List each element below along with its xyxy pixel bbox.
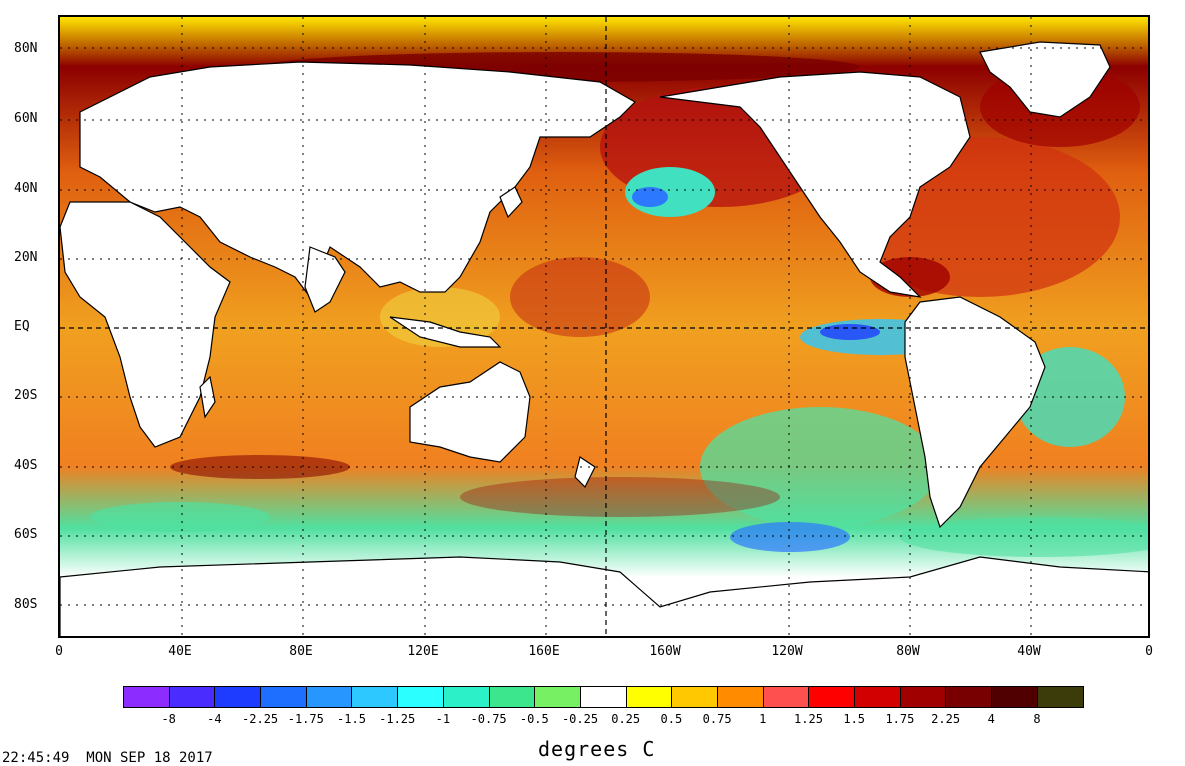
- colorbar-swatch: [809, 687, 855, 707]
- lon-label-80w: 80W: [896, 644, 920, 659]
- colorbar-tick-label: 4: [987, 712, 995, 726]
- colorbar-tick-label: -8: [161, 712, 176, 726]
- colorbar: [123, 686, 1085, 708]
- colorbar-tick-label: 0.5: [660, 712, 683, 726]
- colorbar-tick-label: -1.25: [379, 712, 416, 726]
- lat-label-40n: 40N: [14, 181, 38, 196]
- colorbar-swatch: [672, 687, 718, 707]
- colorbar-swatch: [398, 687, 444, 707]
- madagascar-land: [199, 375, 216, 419]
- colorbar-swatch: [1037, 687, 1084, 707]
- timestamp: 22:45:49 MON SEP 18 2017: [2, 750, 213, 766]
- lat-label-80n: 80N: [14, 41, 38, 56]
- lat-label-20n: 20N: [14, 250, 38, 265]
- colorbar-swatch: [855, 687, 901, 707]
- colorbar-tick-label: -1.75: [287, 712, 324, 726]
- lon-label-0-left: 0: [55, 644, 63, 659]
- eurasia-land: [79, 61, 636, 299]
- colorbar-swatch: [580, 687, 627, 707]
- colorbar-tick-label: -0.25: [561, 712, 599, 726]
- colorbar-tick-label: 8: [1033, 712, 1041, 726]
- lat-label-60s: 60S: [14, 527, 38, 542]
- colorbar-swatch: [352, 687, 399, 707]
- lon-label-120e: 120E: [407, 644, 439, 659]
- units-label: degrees C: [538, 737, 656, 761]
- colorbar-tick-label: 1: [759, 712, 767, 726]
- colorbar-tick-label: 2.25: [931, 712, 961, 726]
- reference-lines: [60, 17, 1148, 636]
- colorbar-swatch: [443, 687, 490, 707]
- lon-label-160w: 160W: [649, 644, 681, 659]
- colorbar-swatch: [992, 687, 1038, 707]
- india-land: [304, 246, 346, 313]
- colorbar-tick-label: -0.5: [519, 712, 549, 726]
- australia-land: [409, 361, 531, 463]
- colorbar-tick-label: 1.25: [794, 712, 823, 726]
- greenland-land: [979, 41, 1111, 118]
- colorbar-swatch: [489, 687, 536, 707]
- anomaly-patches: [90, 52, 1148, 557]
- map-canvas: [60, 17, 1148, 636]
- colorbar-swatch: [535, 687, 581, 707]
- colorbar-swatch: [215, 687, 262, 707]
- lat-label-60n: 60N: [14, 111, 38, 126]
- lon-label-40w: 40W: [1017, 644, 1041, 659]
- colorbar-swatch: [169, 687, 216, 707]
- new-zealand-land: [574, 456, 596, 489]
- colorbar-tick-label: -2.25: [242, 712, 279, 726]
- indonesia-land: [389, 316, 502, 348]
- lon-label-80e: 80E: [289, 644, 313, 659]
- colorbar-swatch: [717, 687, 764, 707]
- lon-label-0-right: 0: [1145, 644, 1153, 659]
- sst-anomaly-map: [58, 15, 1150, 638]
- colorbar-tick-label: 1.75: [885, 712, 915, 726]
- colorbar-tick-label: 0.25: [611, 712, 641, 726]
- south-america-land: [904, 296, 1046, 529]
- colorbar-swatch: [124, 687, 170, 707]
- land-masses: [60, 41, 1148, 636]
- north-america-land: [659, 71, 971, 298]
- colorbar-swatch: [306, 687, 353, 707]
- africa-land: [60, 201, 231, 448]
- colorbar-tick-label: -1.5: [337, 712, 366, 726]
- lat-label-40s: 40S: [14, 458, 38, 473]
- colorbar-tick-label: -0.75: [470, 712, 507, 726]
- lat-label-20s: 20S: [14, 388, 38, 403]
- lon-label-120w: 120W: [771, 644, 803, 659]
- colorbar-swatch: [946, 687, 993, 707]
- colorbar-tick-label: 1.5: [843, 712, 866, 726]
- colorbar-swatch: [261, 687, 307, 707]
- colorbar-tick-label: -1: [435, 712, 451, 726]
- colorbar-tick-label: -4: [207, 712, 222, 726]
- lon-label-160e: 160E: [528, 644, 560, 659]
- colorbar-tick-label: 0.75: [702, 712, 732, 726]
- antarctica-land: [60, 556, 1148, 636]
- colorbar-swatch: [763, 687, 810, 707]
- lon-label-40e: 40E: [168, 644, 192, 659]
- lat-label-eq: EQ: [14, 319, 30, 334]
- colorbar-swatch: [900, 687, 947, 707]
- colorbar-swatch: [626, 687, 673, 707]
- lat-label-80s: 80S: [14, 597, 38, 612]
